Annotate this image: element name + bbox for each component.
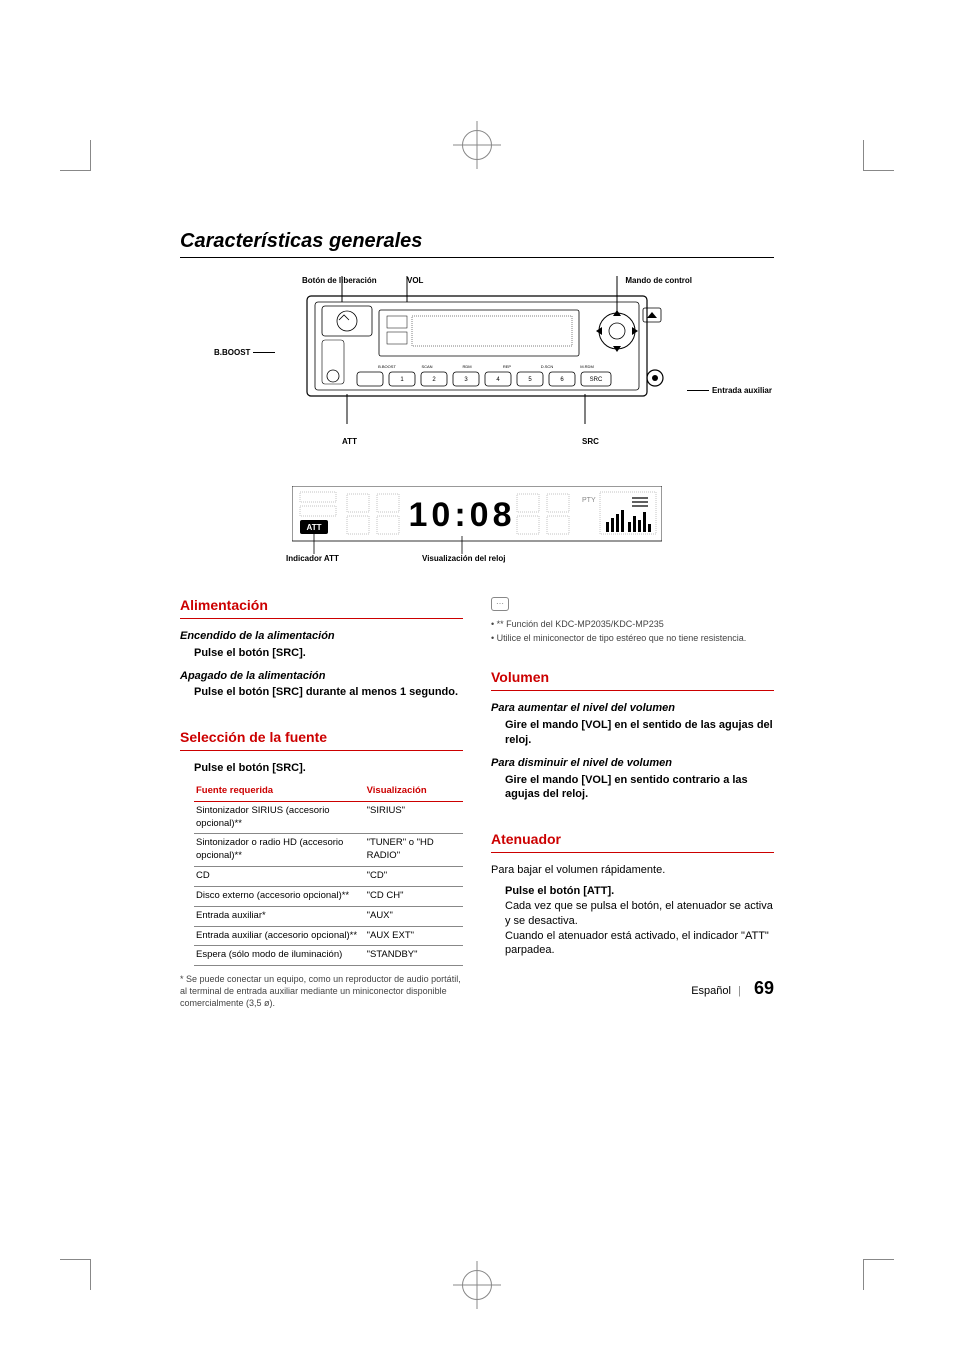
table-row: Espera (sólo modo de iluminación)"STANDB… (194, 946, 463, 966)
footer-page-number: 69 (754, 978, 774, 998)
section-volume: Volumen (491, 668, 774, 691)
radio-diagram: Botón de liberación VOL Mando de control… (232, 276, 722, 556)
page-footer: Español | 69 (491, 976, 774, 1000)
sub-vol-up: Para aumentar el nivel del volumen (491, 701, 774, 716)
note-item: ** Función del KDC-MP2035/KDC-MP235 (491, 619, 774, 631)
display-panel-svg: ATT 10:08 PTY (292, 486, 662, 556)
radio-faceplate-svg: 12 34 56 SRC B.BOOST SCAN RDM REP D.SCN … (267, 276, 687, 426)
svg-text:B.BOOST: B.BOOST (378, 364, 396, 369)
source-instr: Pulse el botón [SRC]. (194, 761, 463, 776)
source-table: Fuente requerida Visualización Sintoniza… (194, 782, 463, 966)
label-auxin-text: Entrada auxiliar (712, 386, 772, 395)
atten-body1: Cada vez que se pulsa el botón, el atenu… (505, 899, 774, 929)
power-on-body: Pulse el botón [SRC]. (194, 646, 463, 661)
vol-up-body: Gire el mando [VOL] en el sentido de las… (505, 718, 774, 748)
th-fuente: Fuente requerida (194, 782, 365, 801)
table-row: Sintonizador o radio HD (accesorio opcio… (194, 834, 463, 867)
svg-text:D.SCN: D.SCN (541, 364, 554, 369)
label-att-indicator: Indicador ATT (286, 554, 339, 563)
svg-text:REP: REP (503, 364, 512, 369)
source-footnote: * Se puede conectar un equipo, como un r… (180, 974, 463, 1009)
vol-down-body: Gire el mando [VOL] en sentido contrario… (505, 773, 774, 803)
label-vol: VOL (407, 276, 423, 285)
register-mark (462, 130, 492, 160)
label-release: Botón de liberación (302, 276, 377, 285)
svg-text:SCAN: SCAN (421, 364, 432, 369)
crop-mark (60, 1259, 91, 1290)
register-mark (462, 1270, 492, 1300)
right-column: ⋯ ** Función del KDC-MP2035/KDC-MP235 Ut… (491, 596, 774, 1009)
label-bboost-text: B.BOOST (214, 348, 250, 357)
sub-vol-down: Para disminuir el nivel de volumen (491, 756, 774, 771)
att-indicator-text: ATT (307, 523, 322, 532)
th-visual: Visualización (365, 782, 463, 801)
svg-text:4: 4 (496, 377, 500, 383)
crop-mark (60, 140, 91, 171)
label-src: SRC (582, 437, 599, 446)
section-power: Alimentación (180, 596, 463, 619)
pty-label: PTY (582, 497, 596, 504)
svg-text:SRC: SRC (590, 377, 603, 383)
clock-digits: 10:08 (409, 496, 516, 534)
footer-sep: | (738, 985, 741, 997)
section-source: Selección de la fuente (180, 728, 463, 751)
label-clock-display: Visualización del reloj (422, 554, 505, 563)
left-column: Alimentación Encendido de la alimentació… (180, 596, 463, 1009)
atten-instr: Pulse el botón [ATT]. (505, 884, 774, 899)
atten-body2: Cuando el atenuador está activado, el in… (505, 929, 774, 959)
page-title: Características generales (180, 230, 774, 258)
power-off-body: Pulse el botón [SRC] durante al menos 1 … (194, 685, 463, 700)
notes-list: ** Función del KDC-MP2035/KDC-MP235 Util… (491, 619, 774, 644)
svg-text:M.RDM: M.RDM (580, 364, 594, 369)
atten-intro: Para bajar el volumen rápidamente. (491, 863, 774, 878)
footer-lang: Español (691, 985, 731, 997)
label-auxin: Entrada auxiliar (687, 386, 772, 395)
table-row: CD"CD" (194, 867, 463, 887)
crop-mark (863, 140, 894, 171)
section-atten: Atenuador (491, 830, 774, 853)
sub-power-off: Apagado de la alimentación (180, 669, 463, 684)
svg-text:6: 6 (560, 377, 564, 383)
label-att: ATT (342, 437, 357, 446)
svg-text:RDM: RDM (462, 364, 471, 369)
note-icon: ⋯ (491, 597, 509, 611)
table-row: Sintonizador SIRIUS (accesorio opcional)… (194, 801, 463, 834)
note-item: Utilice el miniconector de tipo estéreo … (491, 633, 774, 645)
svg-text:1: 1 (400, 377, 404, 383)
table-row: Entrada auxiliar*"AUX" (194, 906, 463, 926)
sub-power-on: Encendido de la alimentación (180, 629, 463, 644)
table-row: Entrada auxiliar (accesorio opcional)**"… (194, 926, 463, 946)
table-row: Disco externo (accesorio opcional)**"CD … (194, 886, 463, 906)
label-control: Mando de control (625, 276, 692, 285)
crop-mark (863, 1259, 894, 1290)
svg-text:3: 3 (464, 377, 468, 383)
svg-text:5: 5 (528, 377, 532, 383)
svg-text:2: 2 (432, 377, 436, 383)
label-bboost: B.BOOST (214, 348, 275, 357)
